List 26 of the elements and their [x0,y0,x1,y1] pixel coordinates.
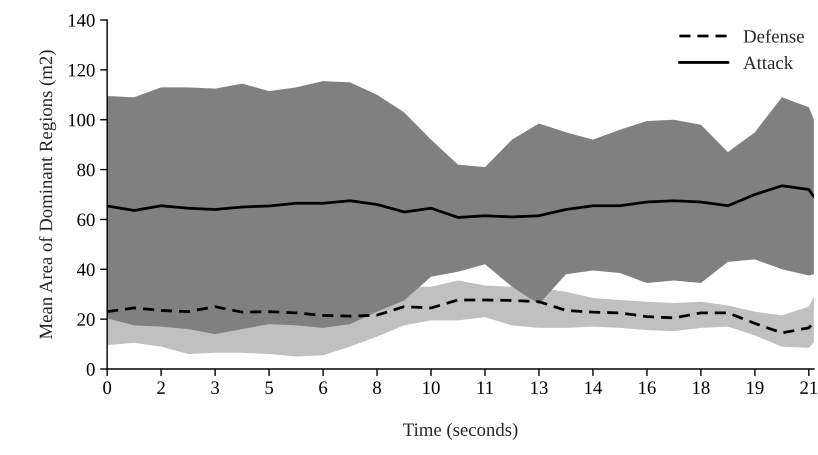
x-tick-label: 5 [265,382,274,394]
legend-label: Defense [744,29,804,43]
legend-label: Attack [743,56,794,70]
x-tick-label: 21 [800,381,818,394]
y-tick-label: 140 [68,14,95,27]
x-axis-title: Time (seconds) [403,422,518,440]
x-tick-label: 16 [639,381,656,394]
y-tick-label: 120 [68,64,95,77]
x-tick-label: 13 [531,381,548,394]
x-tick-label: 14 [585,381,602,394]
x-tick-label: 3 [211,381,220,394]
y-axis-title: Mean Area of Dominant Regions (m2) [38,50,56,339]
x-tick-label: 19 [747,381,764,394]
y-tick-label: 20 [77,313,95,326]
x-tick-label: 18 [693,381,710,394]
y-tick-label: 60 [77,213,95,226]
x-tick-label: 11 [478,381,493,394]
x-tick-label: 2 [157,381,165,394]
x-tick-label: 10 [423,381,440,394]
y-tick-label: 40 [76,263,95,276]
x-tick-label: 0 [103,381,112,394]
x-tick-label: 6 [319,381,328,394]
y-tick-label: 0 [86,363,95,376]
x-tick-label: 8 [373,381,382,394]
y-tick-label: 100 [68,114,95,126]
y-tick-label: 80 [77,164,95,176]
